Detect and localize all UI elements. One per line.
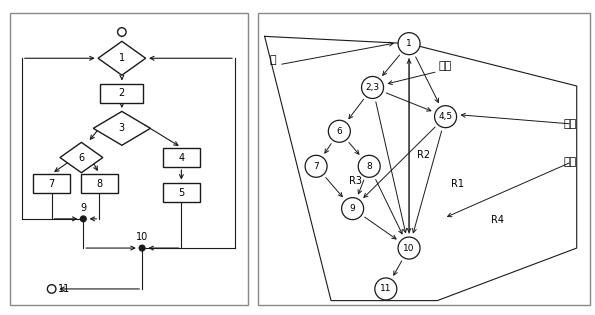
Text: 1: 1: [406, 39, 412, 48]
Bar: [258, 13, 590, 305]
Text: 11: 11: [380, 284, 392, 294]
Bar: [10, 13, 248, 305]
Bar: [163, 148, 200, 167]
Bar: [81, 174, 118, 193]
Text: 9: 9: [350, 204, 355, 213]
Text: 2,3: 2,3: [365, 83, 380, 92]
Text: 11: 11: [58, 284, 70, 294]
Bar: [33, 174, 70, 193]
Text: 6: 6: [79, 152, 84, 163]
Circle shape: [139, 245, 145, 251]
Circle shape: [328, 120, 350, 142]
Polygon shape: [93, 112, 151, 145]
Text: 5: 5: [178, 187, 184, 198]
Text: 6: 6: [336, 127, 342, 136]
Text: 4,5: 4,5: [439, 112, 453, 121]
Text: R2: R2: [418, 150, 431, 160]
Circle shape: [305, 155, 327, 177]
Text: 2: 2: [119, 88, 125, 98]
Circle shape: [80, 216, 86, 222]
Polygon shape: [60, 142, 103, 173]
Text: 8: 8: [367, 162, 372, 171]
Text: R3: R3: [349, 176, 362, 186]
Text: R4: R4: [490, 215, 503, 225]
Text: R1: R1: [450, 179, 464, 189]
Circle shape: [398, 33, 420, 55]
Circle shape: [358, 155, 380, 177]
Text: 结点: 结点: [563, 119, 577, 129]
Circle shape: [398, 237, 420, 259]
Text: 7: 7: [49, 179, 55, 189]
Text: 8: 8: [96, 179, 102, 189]
Text: 10: 10: [403, 243, 415, 253]
Circle shape: [375, 278, 397, 300]
Text: 3: 3: [119, 123, 125, 133]
Text: 9: 9: [80, 203, 86, 213]
Circle shape: [342, 198, 364, 220]
Circle shape: [118, 28, 126, 36]
Text: 边: 边: [270, 55, 276, 65]
Text: 10: 10: [136, 232, 148, 242]
Circle shape: [434, 106, 456, 128]
Text: 区域: 区域: [439, 60, 452, 71]
Polygon shape: [98, 41, 146, 75]
Text: 区域: 区域: [563, 157, 577, 167]
Circle shape: [48, 285, 56, 293]
Circle shape: [362, 77, 384, 99]
Bar: [163, 183, 200, 202]
Text: 1: 1: [119, 53, 125, 63]
Text: 4: 4: [178, 152, 184, 163]
Bar: [101, 84, 143, 103]
Text: 7: 7: [313, 162, 319, 171]
